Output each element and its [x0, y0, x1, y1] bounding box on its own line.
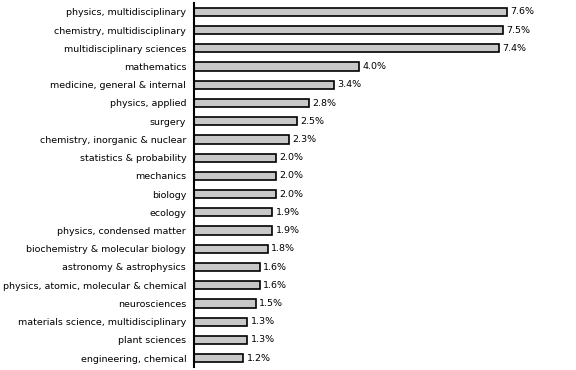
Text: 3.4%: 3.4%	[338, 80, 362, 89]
Bar	[194, 172, 276, 180]
Bar	[194, 81, 334, 89]
Text: 1.8%: 1.8%	[271, 244, 295, 253]
Text: 7.6%: 7.6%	[510, 7, 535, 16]
Bar	[194, 245, 268, 253]
Bar	[194, 99, 309, 107]
Text: 7.5%: 7.5%	[506, 26, 530, 35]
Text: 2.8%: 2.8%	[313, 98, 336, 108]
Bar	[194, 226, 272, 235]
Text: 1.9%: 1.9%	[275, 226, 300, 235]
Text: 1.6%: 1.6%	[263, 262, 287, 272]
Bar	[194, 44, 499, 53]
Bar	[194, 8, 507, 16]
Bar	[194, 336, 248, 344]
Text: 2.0%: 2.0%	[279, 171, 304, 181]
Bar	[194, 117, 297, 125]
Text: 2.5%: 2.5%	[300, 117, 324, 126]
Text: 2.0%: 2.0%	[279, 153, 304, 162]
Bar	[194, 190, 276, 198]
Text: 1.2%: 1.2%	[247, 354, 271, 363]
Text: 1.3%: 1.3%	[251, 335, 275, 344]
Text: 1.3%: 1.3%	[251, 317, 275, 326]
Bar	[194, 63, 359, 71]
Bar	[194, 208, 272, 216]
Text: 1.5%: 1.5%	[259, 299, 283, 308]
Text: 4.0%: 4.0%	[362, 62, 386, 71]
Bar	[194, 26, 503, 34]
Bar	[194, 263, 260, 271]
Bar	[194, 317, 248, 326]
Text: 1.6%: 1.6%	[263, 281, 287, 290]
Bar	[194, 281, 260, 289]
Bar	[194, 135, 289, 144]
Text: 2.3%: 2.3%	[292, 135, 316, 144]
Bar	[194, 299, 256, 307]
Bar	[194, 354, 243, 362]
Text: 2.0%: 2.0%	[279, 189, 304, 199]
Bar	[194, 154, 276, 162]
Text: 1.9%: 1.9%	[275, 208, 300, 217]
Text: 7.4%: 7.4%	[502, 44, 526, 53]
